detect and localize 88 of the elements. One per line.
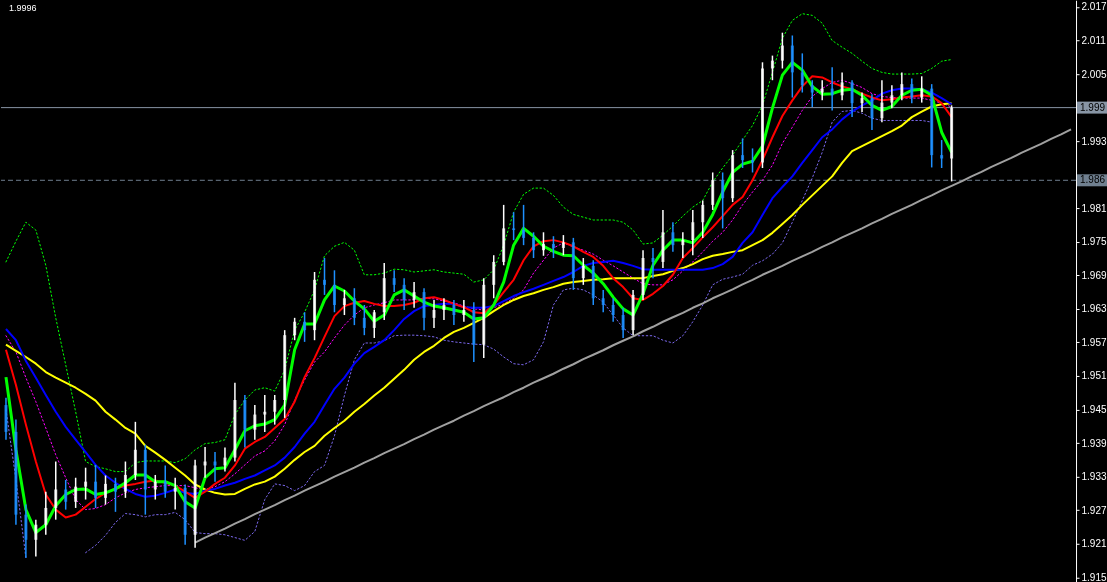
candlestick [452, 299, 456, 326]
candlestick [581, 257, 585, 286]
candlestick [392, 269, 396, 293]
candlestick [432, 299, 436, 329]
candlestick [74, 476, 78, 509]
candlestick [402, 277, 406, 311]
candlestick [253, 404, 257, 441]
candlestick [263, 394, 267, 433]
y-tick-label: 1.957 [1081, 336, 1107, 348]
y-tick-label: 1.975 [1081, 236, 1107, 248]
candlestick [920, 75, 924, 104]
candlestick [104, 474, 108, 506]
candlestick [273, 394, 277, 426]
candlestick [810, 79, 814, 108]
candlestick [412, 281, 416, 309]
candlestick [551, 235, 555, 259]
candlestick [113, 476, 117, 513]
candlestick [173, 476, 177, 511]
y-tick-label: 2.017 [1081, 1, 1107, 13]
candlestick [342, 289, 346, 316]
candlestick [691, 209, 695, 256]
candlestick [34, 518, 38, 558]
candlestick [890, 84, 894, 109]
y-tick-label: 1.933 [1081, 471, 1107, 483]
candlestick [910, 77, 914, 104]
candlestick [323, 257, 326, 296]
y-tick-label: 1.951 [1081, 370, 1107, 382]
ref-line-label: 1.986 [1080, 174, 1106, 186]
y-tick-label: 1.939 [1081, 437, 1107, 449]
candlestick [462, 299, 466, 323]
candlestick [780, 31, 784, 70]
candlestick [54, 460, 58, 521]
candlestick [681, 231, 685, 259]
candlestick [303, 311, 307, 343]
candlestick [293, 317, 297, 341]
candlestick [741, 137, 745, 169]
candlestick [880, 79, 884, 123]
ref-line-label: 1.999 [1080, 101, 1106, 113]
y-tick-label: 1.927 [1081, 504, 1107, 516]
y-tick-label: 2.005 [1081, 68, 1107, 80]
candlestick [601, 289, 605, 313]
y-tick-label: 1.963 [1081, 303, 1107, 315]
candlestick [223, 446, 227, 473]
candlestick [492, 254, 496, 300]
y-tick-label: 1.921 [1081, 538, 1107, 550]
candlestick [770, 54, 774, 81]
candlestick [611, 297, 615, 323]
candlestick [64, 479, 68, 511]
candlestick [442, 297, 446, 321]
candlestick [840, 71, 844, 102]
candlestick [153, 474, 157, 501]
candlestick [900, 71, 904, 102]
y-tick-label: 1.981 [1081, 202, 1107, 214]
y-tick-label: 1.969 [1081, 269, 1107, 281]
candlestick [362, 304, 366, 336]
candlestick [512, 211, 516, 241]
candlestick [830, 66, 834, 112]
candlestick [850, 79, 854, 118]
candlestick [561, 234, 565, 256]
y-tick-label: 1.993 [1081, 135, 1107, 147]
candlestick [522, 204, 526, 246]
candlestick [352, 287, 356, 326]
candlestick [532, 231, 536, 259]
candlestick [870, 93, 874, 131]
candlestick [123, 460, 127, 499]
line-series [194, 128, 1073, 544]
candlestick [44, 490, 48, 536]
y-tick-label: 1.945 [1081, 404, 1107, 416]
candlestick [701, 199, 705, 239]
candlestick [800, 52, 804, 94]
line-series [5, 13, 953, 473]
candlestick [671, 221, 675, 253]
annotation: 1.9996 [8, 3, 37, 14]
candlestick [621, 307, 625, 339]
candlestick [651, 247, 655, 279]
candlestick [860, 91, 864, 113]
candlestick [372, 309, 376, 339]
candlestick [760, 61, 764, 169]
candlestick [94, 464, 98, 509]
candlestick [332, 269, 336, 313]
candlestick [163, 464, 167, 499]
candlestick [541, 231, 545, 257]
candlestick [84, 466, 88, 501]
candlestick [940, 139, 944, 169]
candlestick [721, 171, 725, 230]
y-tick-label: 1.915 [1081, 571, 1107, 582]
y-tick-label: 2.011 [1081, 35, 1107, 47]
candlestick [820, 79, 824, 102]
